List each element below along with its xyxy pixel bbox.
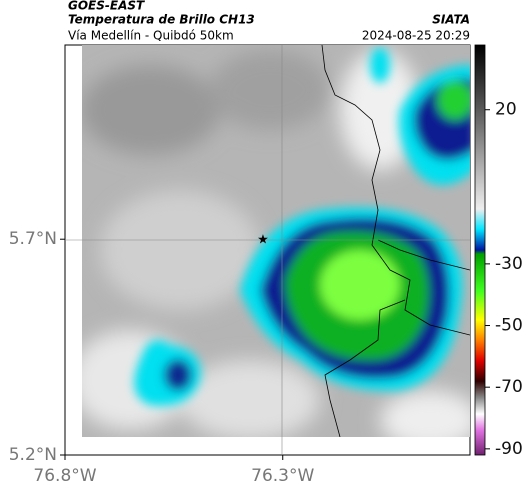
colorbar-tick-label: -50 xyxy=(495,316,523,336)
colorbar-tick-label: -70 xyxy=(495,377,523,397)
location-marker: ★ xyxy=(257,233,269,248)
lon-tick-label: 76.3°W xyxy=(251,466,314,486)
brand: SIATA xyxy=(432,13,470,27)
title: Temperatura de Brillo CH13 xyxy=(68,13,255,27)
lat-tick-label: 5.7°N xyxy=(9,229,57,249)
colorbar-tick-label: 20 xyxy=(495,100,517,120)
colorbar xyxy=(474,44,486,456)
colorbar-scale xyxy=(474,44,486,456)
lon-tick-label: 76.8°W xyxy=(33,466,96,486)
lat-tick-label: 5.2°N xyxy=(9,445,57,465)
source: GOES-EAST xyxy=(68,0,145,13)
colorbar-tick-label: -30 xyxy=(495,254,523,274)
subtitle: Vía Medellín - Quibdó 50km xyxy=(68,29,234,43)
datetime: 2024-08-25 20:29 xyxy=(362,29,470,43)
satellite-image xyxy=(82,45,470,437)
colorbar-tick-label: -90 xyxy=(495,439,523,459)
